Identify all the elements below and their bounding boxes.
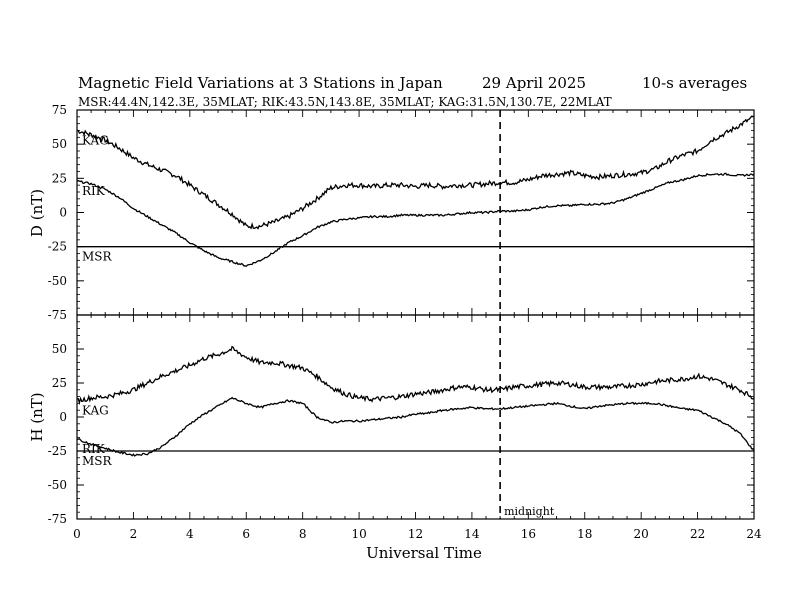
x-tick-label: 2 xyxy=(130,527,138,541)
x-axis: 0 2 4 6 8 10 12 14 16 18 20 22 24 xyxy=(73,527,762,541)
d-component-panel: D (nT) 75 50 25 0 -25 -50 -75 KAG RIK MSR xyxy=(28,103,755,322)
series-line-kag-h xyxy=(76,345,755,406)
station-label-kag: KAG xyxy=(82,134,109,148)
y-tick-label: 25 xyxy=(52,376,67,390)
station-label-msr: MSR xyxy=(82,250,113,264)
x-axis-label: Universal Time xyxy=(366,544,482,562)
y-tick-label: 0 xyxy=(59,206,67,220)
x-tick-label: 24 xyxy=(746,527,762,541)
chart-title: Magnetic Field Variations at 3 Stations … xyxy=(78,74,443,92)
station-label-rik: RIK xyxy=(82,442,106,456)
y-tick-label: -50 xyxy=(48,478,67,492)
x-tick-label: 8 xyxy=(299,527,307,541)
x-tick-label: 12 xyxy=(408,527,423,541)
x-tick-label: 18 xyxy=(577,527,592,541)
station-label-kag: KAG xyxy=(82,404,109,418)
y-tick-label: -25 xyxy=(48,444,67,458)
h-panel-ylabel: H (nT) xyxy=(28,392,46,441)
chart-date: 29 April 2025 xyxy=(482,74,586,92)
y-tick-label: -75 xyxy=(48,512,67,526)
midnight-label: midnight xyxy=(504,505,555,518)
d-panel-ylabel: D (nT) xyxy=(28,189,46,237)
y-tick-label: -25 xyxy=(48,240,67,254)
x-tick-label: 6 xyxy=(242,527,250,541)
station-info-subtitle: MSR:44.4N,142.3E, 35MLAT; RIK:43.5N,143.… xyxy=(78,95,612,109)
x-tick-label: 16 xyxy=(521,527,536,541)
y-tick-label: 0 xyxy=(59,410,67,424)
x-tick-label: 10 xyxy=(351,527,366,541)
station-label-msr: MSR xyxy=(82,454,113,468)
x-tick-label: 20 xyxy=(634,527,649,541)
series-line-rik-h xyxy=(76,396,755,457)
panel-frame-d xyxy=(76,109,755,316)
y-tick-label: 75 xyxy=(52,103,67,117)
y-tick-label: 25 xyxy=(52,171,67,185)
x-tick-label: 4 xyxy=(186,527,194,541)
x-tick-label: 14 xyxy=(464,527,480,541)
chart-averaging-note: 10-s averages xyxy=(642,74,747,92)
y-tick-label: -75 xyxy=(48,308,67,322)
y-tick-label: 50 xyxy=(52,342,67,356)
series-line-rik-d xyxy=(76,172,755,267)
x-tick-label: 0 xyxy=(73,527,81,541)
x-tick-label: 22 xyxy=(690,527,705,541)
panel-frame-h xyxy=(76,314,755,520)
station-label-rik: RIK xyxy=(82,184,106,198)
series-line-kag-d xyxy=(77,115,755,230)
y-tick-label: 50 xyxy=(52,137,67,151)
y-tick-label: -50 xyxy=(48,274,67,288)
